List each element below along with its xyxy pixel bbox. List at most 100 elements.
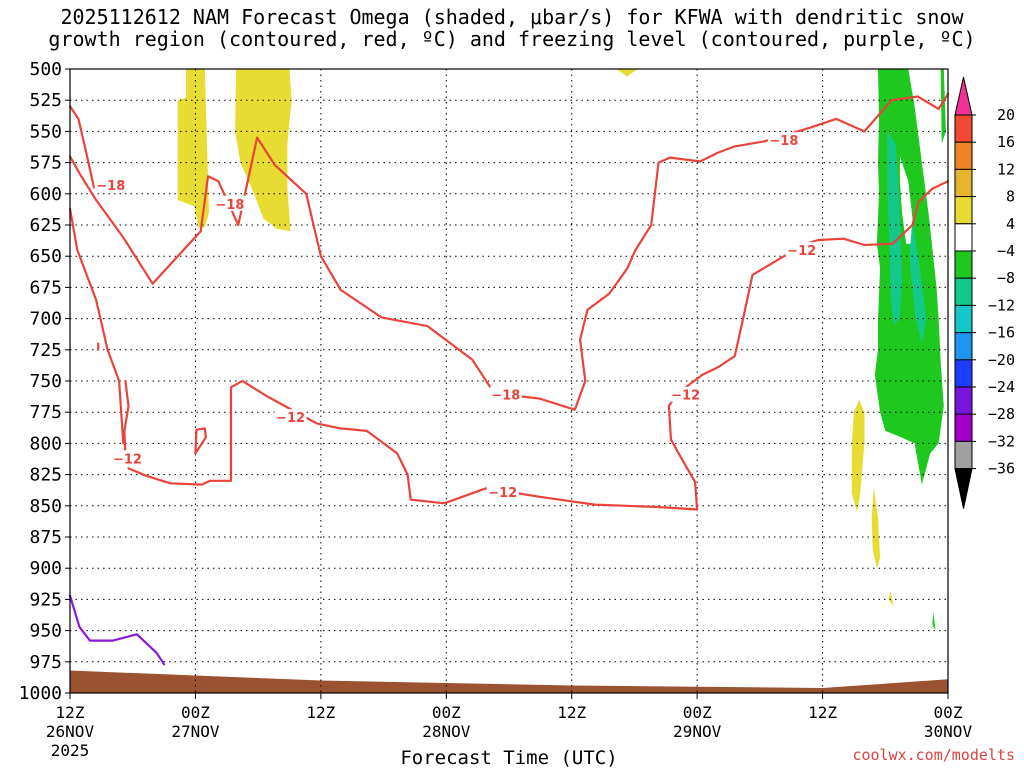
contour-label-bg-6 xyxy=(486,484,519,500)
y-tick-label-775: 775 xyxy=(29,402,62,423)
x-tick-date-7: 30NOV xyxy=(924,722,973,741)
colorbar-box-7 xyxy=(954,277,973,306)
omega-shade-1-1 xyxy=(940,69,946,144)
contour-1-segment-1 xyxy=(127,180,950,511)
contour-label-1: −18 xyxy=(215,198,244,213)
contour-label-bg-8 xyxy=(785,241,818,257)
colorbar-box-9 xyxy=(954,332,973,361)
y-tick-label-900: 900 xyxy=(29,558,62,579)
colorbar-label-9: −20 xyxy=(988,351,1015,369)
y-axis: 500 525 550 575 600 625 650 675 700 725 750 775 800 8… xyxy=(19,59,70,704)
grid-layer xyxy=(70,69,948,693)
x-tick-label-4: 12Z xyxy=(557,703,586,722)
x-tick-date-5: 29NOV xyxy=(673,722,722,741)
y-tick-label-675: 675 xyxy=(29,277,62,298)
contour-label-bg-3 xyxy=(767,132,800,148)
contour-0-segment-0 xyxy=(68,105,96,189)
y-tick-label-850: 850 xyxy=(29,496,62,517)
title-line-1: 2025112612 NAM Forecast Omega (shaded, μ… xyxy=(60,5,964,29)
y-tick-label-925: 925 xyxy=(29,589,62,610)
colorbar: 20 16 12 8 4 −4 −8 −12 −16 −20 −24 −28 −32 −36 xyxy=(954,76,1015,509)
terrain-layer xyxy=(70,670,948,693)
y-tick-label-1000: 1000 xyxy=(19,683,62,704)
contour-label-7: −12 xyxy=(671,389,700,404)
colorbar-label-4: 4 xyxy=(1006,215,1015,233)
contour-label-3: −18 xyxy=(769,134,798,149)
colorbar-label-12: −32 xyxy=(988,432,1015,450)
colorbar-label-3: 8 xyxy=(1006,188,1015,206)
contour-label-2: −18 xyxy=(491,389,520,404)
contour-2-segment-0 xyxy=(68,594,166,666)
colorbar-label-2: 12 xyxy=(997,160,1015,178)
colorbar-box-10 xyxy=(954,359,973,388)
contour-0-segment-1 xyxy=(68,207,125,445)
contour-1-segment-2 xyxy=(194,427,207,455)
x-tick-label-1: 00Z xyxy=(181,703,210,722)
chart-title: 2025112612 NAM Forecast Omega (shaded, μ… xyxy=(0,6,1024,50)
x-tick-label-5: 00Z xyxy=(683,703,712,722)
omega-shade-3-0 xyxy=(899,156,913,244)
colorbar-label-10: −24 xyxy=(988,378,1015,396)
colorbar-label-6: −8 xyxy=(997,269,1015,287)
x-tick-label-2: 12Z xyxy=(306,703,335,722)
contour-label-bg-0 xyxy=(94,177,127,193)
colorbar-label-5: −4 xyxy=(997,242,1015,260)
x-axis-label: Forecast Time (UTC) xyxy=(400,747,617,768)
colorbar-label-1: 16 xyxy=(997,133,1015,151)
contour-label-bg-1 xyxy=(213,195,246,211)
y-tick-label-725: 725 xyxy=(29,340,62,361)
x-tick-label-0: 12Z xyxy=(56,703,85,722)
y-tick-label-600: 600 xyxy=(29,184,62,205)
y-tick-label-525: 525 xyxy=(29,90,62,111)
terrain-fill xyxy=(70,670,948,693)
colorbar-label-7: −12 xyxy=(988,296,1015,314)
omega-shade-1-2 xyxy=(932,611,936,631)
colorbar-box-11 xyxy=(954,386,973,415)
x-tick-date-3: 28NOV xyxy=(422,722,471,741)
contour-label-0: −18 xyxy=(96,179,125,194)
contour-label-bg-5 xyxy=(274,409,307,425)
colorbar-box-5 xyxy=(954,223,973,252)
x-tick-label-6: 12Z xyxy=(808,703,837,722)
colorbar-label-0: 20 xyxy=(997,106,1015,124)
omega-shade-0-0 xyxy=(177,69,209,228)
y-tick-label-550: 550 xyxy=(29,121,62,142)
title-line-2: growth region (contoured, red, ºC) and f… xyxy=(48,27,976,51)
colorbar-box-12 xyxy=(954,413,973,442)
y-tick-label-750: 750 xyxy=(29,371,62,392)
contour-label-8: −12 xyxy=(787,244,816,259)
omega-shade-0-1 xyxy=(235,69,292,232)
colorbar-box-13 xyxy=(954,440,973,470)
contour-label-6: −12 xyxy=(488,486,517,501)
x-tick-date-0: 26NOV xyxy=(46,722,95,741)
x-tick-year-0: 2025 xyxy=(51,741,90,760)
y-tick-label-650: 650 xyxy=(29,246,62,267)
contour-label-bg-7 xyxy=(669,386,702,402)
y-tick-label-500: 500 xyxy=(29,59,62,80)
y-tick-label-700: 700 xyxy=(29,309,62,330)
omega-shade-0-3 xyxy=(851,399,865,512)
y-tick-label-800: 800 xyxy=(29,433,62,454)
colorbar-label-8: −16 xyxy=(988,324,1015,342)
omega-shade-2-0 xyxy=(887,131,902,325)
colorbar-label-13: −36 xyxy=(988,460,1015,478)
contour-label-5: −12 xyxy=(276,411,305,426)
x-tick-date-1: 27NOV xyxy=(171,722,220,741)
contour-1-segment-0 xyxy=(123,379,130,457)
colorbar-label-11: −28 xyxy=(988,405,1015,423)
contour-label-layer: −18 −18 −18 −18 −12 −12 −12 −12 −12 xyxy=(94,132,818,501)
y-tick-label-625: 625 xyxy=(29,215,62,236)
contour-label-bg-2 xyxy=(489,386,522,402)
contour-label-bg-4 xyxy=(111,450,144,466)
omega-shade-0-2 xyxy=(616,69,638,77)
y-tick-label-575: 575 xyxy=(29,153,62,174)
colorbar-bottom-arrow xyxy=(954,468,973,509)
omega-shading-layer xyxy=(177,69,946,631)
omega-shade-0-4 xyxy=(871,487,881,569)
x-tick-label-3: 00Z xyxy=(432,703,461,722)
y-tick-label-825: 825 xyxy=(29,465,62,486)
colorbar-box-1 xyxy=(954,114,973,143)
omega-shade-0-5 xyxy=(888,590,894,606)
